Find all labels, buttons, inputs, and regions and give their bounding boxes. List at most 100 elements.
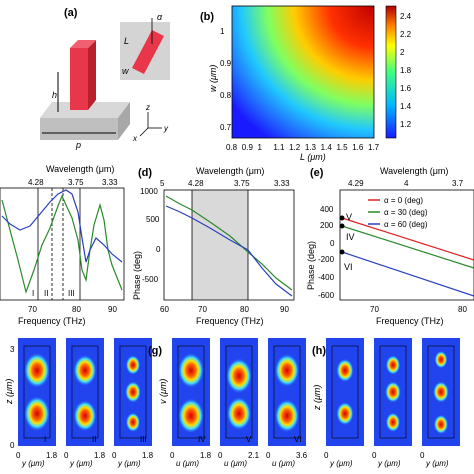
- heatmap-yticks: 1 0.9 0.8 0.7: [220, 27, 232, 132]
- colorbar-tick: 2.4: [400, 12, 412, 21]
- field-map-xlabel: y (μm): [377, 459, 401, 468]
- field-hotspot: [73, 400, 97, 432]
- pillar-top: [70, 40, 96, 48]
- L-label: L: [124, 36, 129, 46]
- panel-a-label: (a): [64, 7, 78, 19]
- e-ytick-4: -200: [318, 255, 335, 264]
- c-top-tick-3: 3.33: [102, 178, 118, 187]
- e-axes: [339, 189, 474, 301]
- heatmap-xtick: 1: [258, 143, 263, 152]
- d-top-tick-3: 3.75: [234, 179, 250, 188]
- field-hotspot: [178, 352, 204, 388]
- d-green-curve: [165, 195, 293, 291]
- pillar-side: [88, 40, 96, 110]
- field-hotspot: [125, 412, 141, 432]
- field-hotspot: [226, 358, 252, 394]
- e-label-V: V: [346, 212, 352, 222]
- e-xtick-1: 70: [370, 305, 379, 314]
- field-map-xmin: 0: [266, 451, 271, 460]
- panel-g-label: (g): [148, 345, 162, 357]
- heatmap-xtick: 1.5: [336, 143, 348, 152]
- colorbar: [385, 5, 397, 139]
- field-map-outline: [225, 345, 253, 439]
- heatmap-ytick: 1: [220, 27, 225, 36]
- d-xtick-4: 90: [280, 305, 289, 314]
- colorbar-tick: 2.2: [400, 30, 412, 39]
- e-top-tick-1: 4.29: [348, 179, 364, 188]
- heatmap-xtick: 0.8: [226, 143, 238, 152]
- field-hotspot: [336, 401, 354, 426]
- h-ylabel: z (μm): [312, 385, 322, 411]
- c-top-label: Wavelength (μm): [46, 164, 114, 174]
- e-ytick-1: 400: [320, 205, 334, 214]
- f-z-top: 3: [10, 345, 15, 354]
- e-ytick-2: 200: [320, 221, 334, 230]
- e-green-line: [341, 225, 474, 269]
- field-map-xlabel: y (μm): [117, 459, 141, 468]
- colorbar-ticks: 2.4 2.2 2 1.8 1.6 1.4 1.2: [400, 12, 412, 129]
- e-label-IV: IV: [346, 232, 355, 242]
- e-marker-IV: [339, 223, 345, 229]
- field-map-xlabel: y (μm): [69, 459, 93, 468]
- e-ytick-6: -600: [318, 291, 335, 300]
- panel-h-label: (h): [312, 345, 326, 357]
- heatmap-xlabel: L (μm): [300, 152, 326, 162]
- c-region-I: I: [32, 289, 34, 298]
- substrate-front: [40, 118, 118, 140]
- field-map-xlabel: u (μm): [176, 459, 199, 468]
- field-hotspot: [385, 381, 401, 403]
- field-map-tag: I: [44, 435, 46, 444]
- field-map-xmin: 0: [420, 451, 425, 460]
- d-ytick-2: 500: [146, 215, 160, 224]
- pillar-front: [70, 48, 88, 110]
- e-legend-0: α = 0 (deg): [384, 196, 423, 205]
- field-map-xmin: 0: [112, 451, 117, 460]
- colorbar-tick: 2: [400, 48, 405, 57]
- field-hotspot: [24, 352, 50, 388]
- field-map-xmin: 0: [324, 451, 329, 460]
- e-top-tick-3: 3.7: [452, 179, 464, 188]
- e-legend-30: α = 30 (deg): [384, 208, 428, 217]
- heatmap-ytick: 0.9: [220, 59, 232, 68]
- p-label: p: [75, 140, 81, 150]
- panel-d-label: (d): [138, 167, 152, 179]
- field-hotspot: [385, 355, 401, 375]
- c-xtick-2: 80: [72, 305, 81, 314]
- e-marker-V: [339, 215, 345, 221]
- panel-b: (b) 2.4 2.2 2 1.8 1.6 1.4 1.2 0.8 0.9 1 1.1 1.2 1.3…: [200, 5, 412, 162]
- field-map-tag: IV: [198, 435, 206, 444]
- field-map-xlabel: u (μm): [224, 459, 247, 468]
- field-map-xlabel: y (μm): [425, 459, 449, 468]
- e-blue-line: [341, 251, 474, 297]
- field-map-outline: [331, 345, 359, 439]
- e-xtick-2: 80: [458, 305, 467, 314]
- c-green-curve: [1, 194, 123, 295]
- g-ylabel: v (μm): [158, 379, 168, 404]
- f-z-bot: 0: [10, 441, 15, 450]
- e-top-label: Wavelength (μm): [380, 166, 448, 176]
- field-map-xmin: 0: [372, 451, 377, 460]
- x-label: x: [132, 134, 138, 143]
- field-map-xmax: 1.8: [46, 451, 58, 460]
- c-top-tick-2: 3.75: [68, 178, 84, 187]
- d-ytick-3: 0: [156, 245, 161, 254]
- x-axis: [139, 127, 149, 137]
- c-xtick-3: 90: [108, 305, 117, 314]
- field-hotspot: [434, 350, 448, 369]
- field-map-outline: [119, 345, 147, 439]
- heatmap-xtick: 1.6: [352, 143, 364, 152]
- d-top-tick-4: 3.33: [274, 179, 290, 188]
- field-map-xmin: 0: [218, 451, 223, 460]
- heatmap-ytick: 0.7: [220, 123, 232, 132]
- z-label: z: [145, 103, 150, 112]
- d-top-label: Wavelength (μm): [196, 166, 264, 176]
- field-map-xmax: 1.8: [142, 451, 154, 460]
- topview-pillar: [132, 30, 164, 74]
- d-ytick-4: -500: [142, 275, 159, 284]
- heatmap-xtick: 1.3: [305, 143, 317, 152]
- w-label: w: [122, 66, 129, 76]
- c-blue-curve: [1, 189, 123, 263]
- panel-c: Wavelength (μm) 4.28 3.75 3.33 I II III …: [0, 164, 125, 326]
- e-ylabel: Phase (deg): [306, 241, 316, 290]
